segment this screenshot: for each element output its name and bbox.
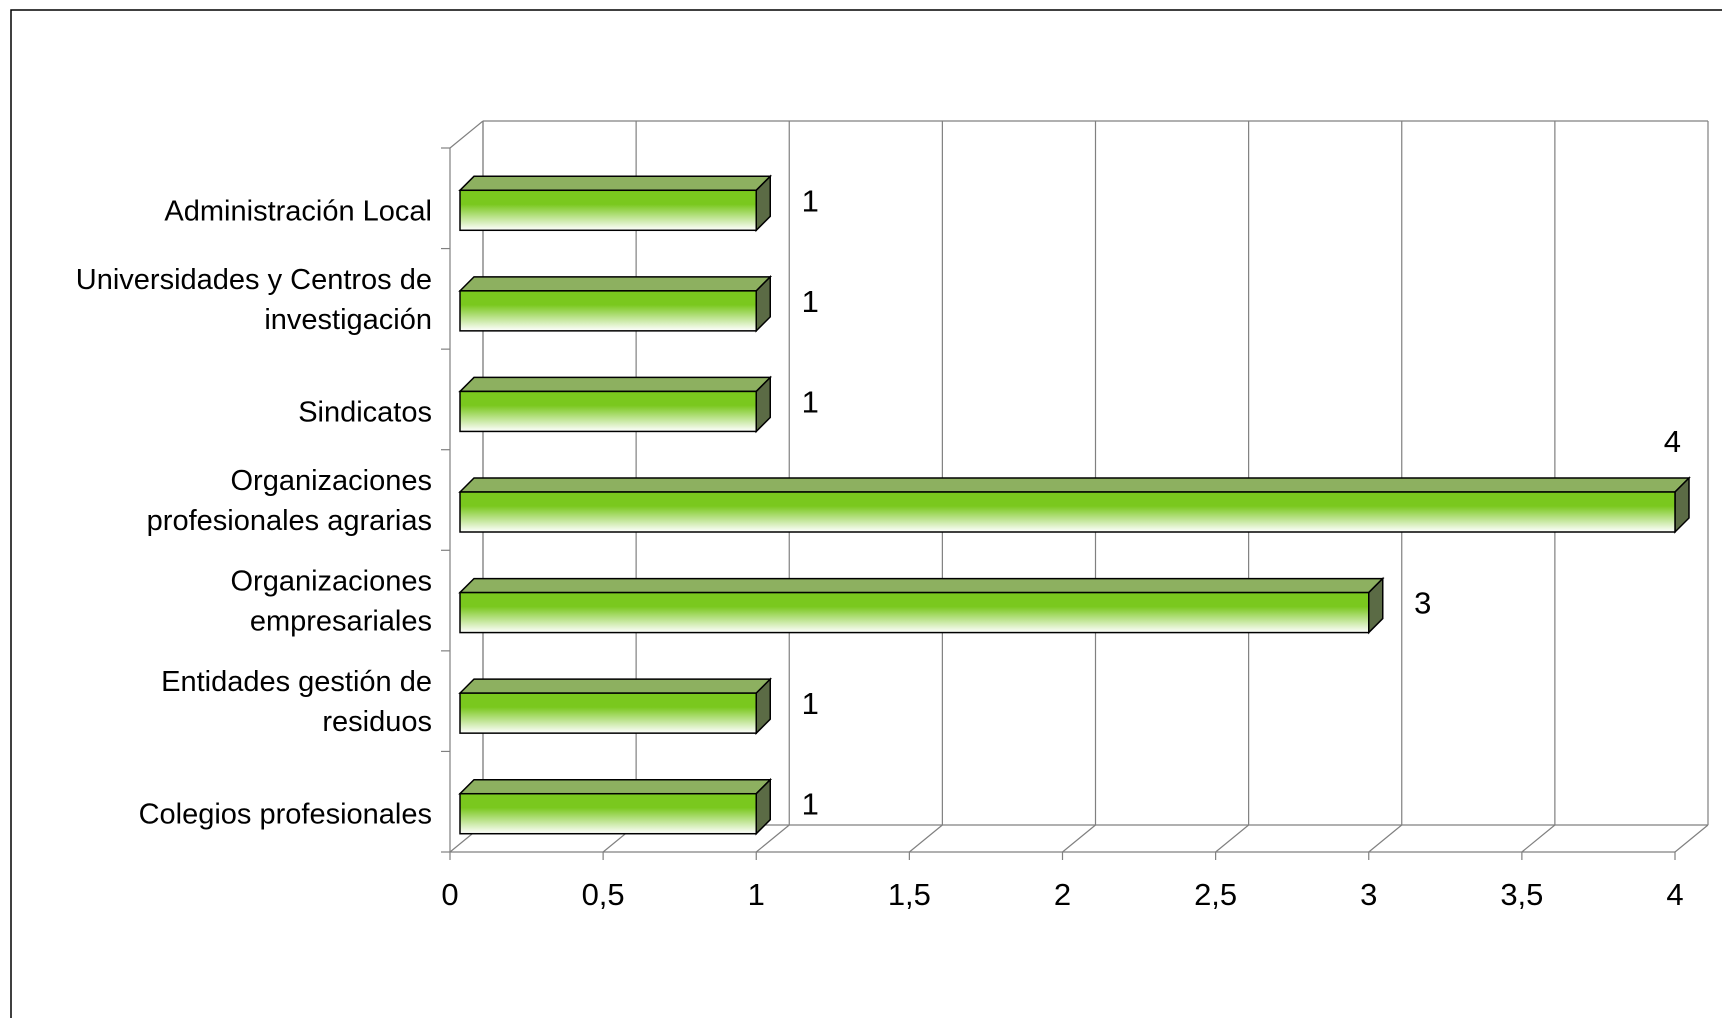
bar (458, 375, 773, 434)
bars (458, 174, 1691, 836)
category-label: Sindicatos (298, 396, 432, 428)
category-label-line: Administración Local (164, 195, 432, 227)
x-tick-label: 0 (441, 877, 458, 912)
x-tick-label: 3,5 (1500, 877, 1543, 912)
category-label: Organizaciones empresariales (231, 566, 433, 638)
bar (458, 476, 1691, 534)
category-label-line: profesionales agrarias (147, 505, 432, 537)
category-label: Administración Local (164, 195, 432, 227)
bar-top-face (458, 376, 773, 393)
data-label: 1 (802, 183, 819, 218)
category-label: Universidades y Centros de investigación (76, 264, 432, 336)
bar (458, 677, 773, 735)
bar-front-face (459, 189, 757, 232)
x-tick-label: 0,5 (582, 877, 625, 912)
data-label: 4 (1664, 424, 1681, 459)
category-label-line: Universidades y Centros de (76, 264, 432, 296)
floor-gridline (1521, 824, 1556, 853)
bar-front-face (459, 591, 1370, 634)
category-label-line: residuos (322, 706, 432, 738)
x-tick-label: 2 (1054, 877, 1071, 912)
bar (458, 275, 773, 333)
category-label-line: investigación (264, 304, 432, 336)
x-tick-label: 4 (1666, 877, 1683, 912)
wall-top-diagonal (449, 120, 484, 149)
category-label-line: empresariales (250, 606, 432, 638)
floor-gridline (908, 824, 943, 853)
chart-outer-border (10, 9, 1722, 1018)
bar-front-face (459, 792, 757, 835)
category-label-line: Organizaciones (231, 465, 433, 497)
bar-top-face (458, 778, 773, 795)
x-tick-label: 2,5 (1194, 877, 1237, 912)
data-label: 1 (802, 284, 819, 319)
category-label-line: Colegios profesionales (139, 799, 432, 831)
x-tick-label: 1 (748, 877, 765, 912)
floor-gridline (1215, 824, 1250, 853)
x-tick-label: 1,5 (888, 877, 931, 912)
axes (441, 147, 1676, 860)
data-label: 1 (802, 686, 819, 721)
category-label: Organizaciones profesionales agrarias (147, 465, 432, 537)
bar-top-face (458, 577, 1385, 594)
data-label: 3 (1414, 586, 1431, 621)
bar-top-face (458, 175, 773, 192)
bar (458, 174, 773, 233)
data-label: 1 (802, 787, 819, 822)
bar-front-face (459, 692, 757, 734)
data-label: 1 (802, 384, 819, 419)
floor-gridline (755, 824, 790, 853)
bar-top-face (458, 276, 773, 292)
category-label: Colegios profesionales (139, 799, 432, 831)
bar (458, 777, 773, 836)
floor-gridline (1368, 824, 1403, 853)
bar-top-face (458, 477, 1691, 493)
bar-front-face (459, 290, 757, 332)
labels: 0 0,5 1 1,5 2 2,5 3 3,5 4 1 Administración Local 1 U… (76, 183, 1684, 912)
bar-top-face (458, 678, 773, 694)
category-label: Entidades gestión de residuos (161, 666, 432, 738)
category-label-line: Entidades gestión de (161, 666, 432, 698)
bar-front-face (459, 390, 757, 433)
category-label-line: Sindicatos (298, 396, 432, 428)
bar (458, 576, 1385, 635)
x-tick-label: 3 (1360, 877, 1377, 912)
floor-gridline (1062, 824, 1096, 853)
floor-gridline (1674, 824, 1709, 853)
category-label-line: Organizaciones (231, 566, 433, 598)
bar-front-face (459, 491, 1676, 533)
